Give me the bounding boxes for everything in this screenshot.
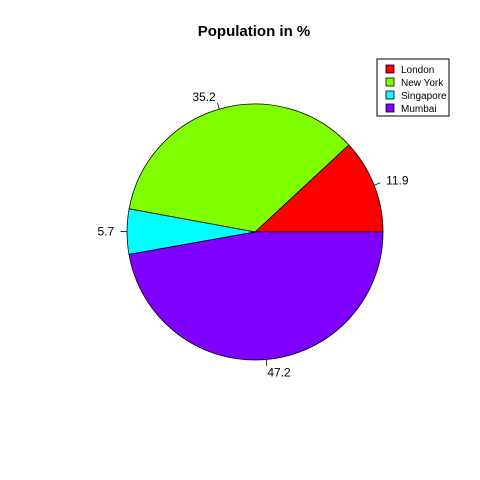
pie-slice-mumbai [128, 231, 384, 361]
pie-labels: 11.9 35.2 5.7 47.2 [98, 90, 409, 379]
legend-swatch [385, 90, 395, 100]
pie-slice-label: 35.2 [192, 90, 216, 104]
pie-label-tick [374, 182, 381, 186]
legend-label: New York [401, 78, 444, 89]
legend-swatch [385, 64, 395, 74]
legend: London New York Singapore Mumbai [376, 58, 450, 117]
pie-slice-label: 47.2 [267, 365, 291, 379]
legend-label: Singapore [401, 91, 447, 102]
legend-label: Mumbai [401, 104, 437, 115]
pie-slice-new-york [128, 103, 350, 233]
legend-label: London [401, 65, 434, 76]
legend-swatch [385, 77, 395, 87]
pie-slices [126, 103, 384, 361]
pie-label-tick [265, 359, 268, 366]
legend-swatch [385, 103, 395, 113]
pie-slice-london [253, 144, 384, 233]
chart-title: Population in % [198, 23, 311, 40]
pie-slice-label: 5.7 [98, 225, 115, 239]
pie-slice-label: 11.9 [386, 174, 409, 188]
pie-label-tick [217, 102, 220, 110]
